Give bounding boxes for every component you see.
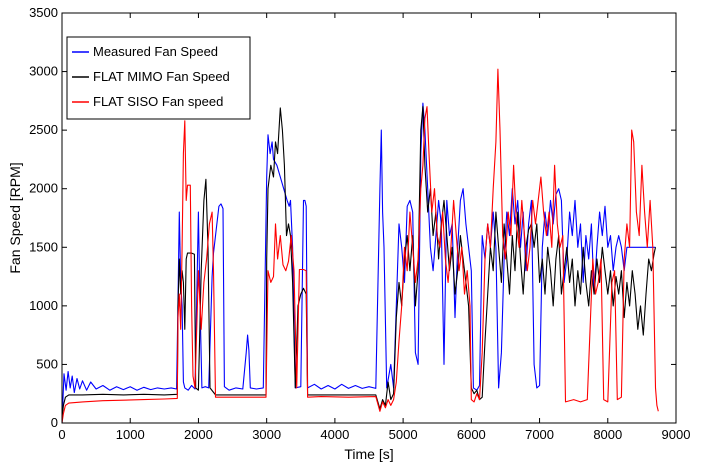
x-tick-label: 6000: [457, 427, 486, 442]
legend-label-3: FLAT SISO Fan speed: [93, 94, 223, 109]
y-tick-label: 500: [36, 356, 58, 371]
x-tick-label: 1000: [116, 427, 145, 442]
y-tick-label: 2500: [29, 122, 58, 137]
y-tick-label: 3000: [29, 64, 58, 79]
legend-label-2: FLAT MIMO Fan Speed: [93, 69, 230, 84]
y-tick-label: 2000: [29, 181, 58, 196]
x-axis-label: Time [s]: [344, 446, 393, 462]
y-tick-label: 3500: [29, 5, 58, 20]
y-tick-label: 1000: [29, 298, 58, 313]
x-tick-label: 3000: [252, 427, 281, 442]
y-tick-label: 0: [51, 415, 58, 430]
legend-box: [66, 36, 251, 120]
x-tick-label: 8000: [593, 427, 622, 442]
series-line-2: [62, 106, 657, 419]
x-tick-label: 2000: [184, 427, 213, 442]
axes-box: [61, 12, 677, 424]
x-tick-label: 4000: [320, 427, 349, 442]
x-tick-label: 0: [58, 427, 65, 442]
x-tick-label: 7000: [525, 427, 554, 442]
series-line-3: [62, 68, 659, 423]
y-axis-label: Fan Speed [RPM]: [7, 162, 23, 273]
legend-label-1: Measured Fan Speed: [93, 44, 218, 59]
x-tick-label: 9000: [662, 427, 691, 442]
y-tick-label: 1500: [29, 239, 58, 254]
x-tick-label: 5000: [389, 427, 418, 442]
